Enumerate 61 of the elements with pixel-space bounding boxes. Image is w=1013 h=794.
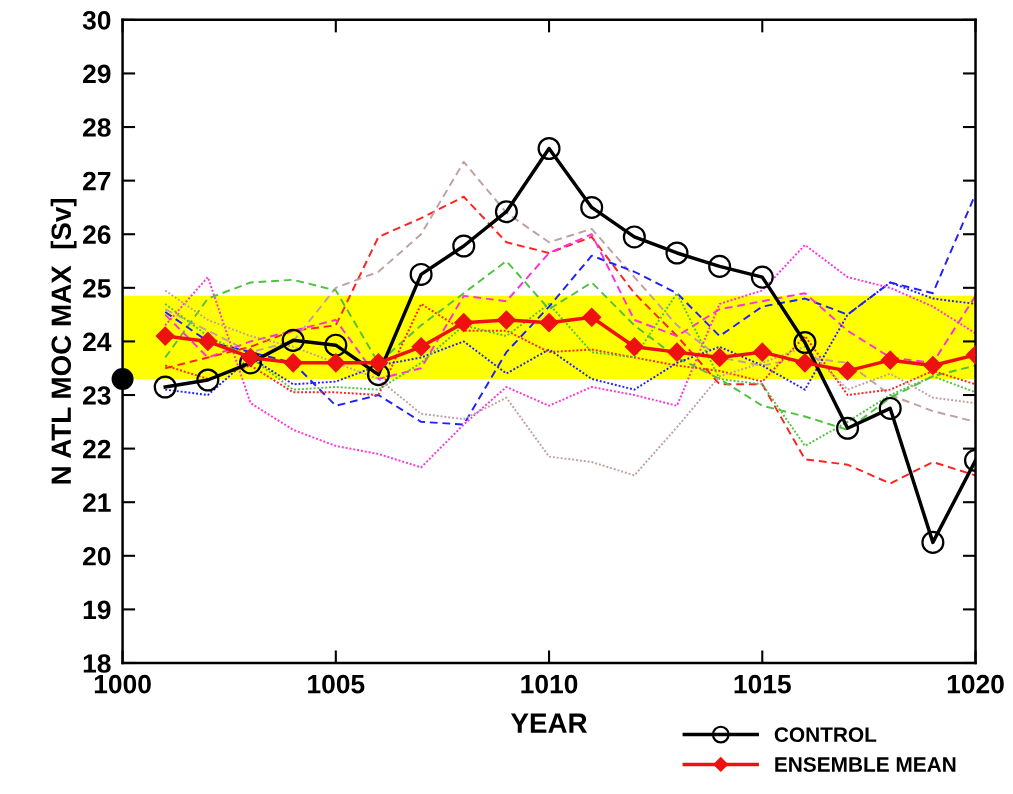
point	[665, 241, 689, 265]
point	[921, 530, 945, 554]
point	[793, 330, 817, 355]
point	[582, 307, 602, 327]
point	[880, 350, 900, 370]
y-tick-label: 26	[83, 225, 111, 245]
y-tick-label: 24	[83, 332, 112, 351]
point	[537, 136, 561, 160]
point	[752, 342, 772, 362]
x-axis-title: YEAR	[510, 713, 588, 733]
legend-label: CONTROL	[774, 727, 877, 743]
x-tick-label: 1020	[947, 674, 1004, 694]
point	[409, 262, 433, 286]
point	[281, 328, 305, 352]
y-tick-label: 18	[83, 654, 111, 673]
point	[238, 351, 263, 375]
point	[838, 361, 858, 381]
y-tick-label: 25	[83, 278, 111, 298]
point	[539, 313, 559, 333]
y-tick-label: 28	[83, 118, 111, 137]
y-tick-label: 19	[83, 600, 111, 620]
legend-label: ENSEMBLE MEAN	[775, 757, 956, 772]
point	[494, 200, 518, 224]
point	[368, 353, 388, 373]
x-tick-label: 1015	[734, 674, 791, 694]
point	[795, 353, 815, 373]
y-tick-label: 27	[83, 171, 111, 191]
point	[283, 353, 303, 373]
y-tick-label: 29	[83, 64, 111, 84]
point	[155, 326, 175, 346]
point	[326, 353, 346, 373]
point	[622, 225, 646, 249]
y-tick-label: 23	[83, 386, 111, 405]
y-tick-label: 20	[83, 546, 111, 566]
point	[667, 342, 687, 362]
point	[710, 347, 730, 368]
point	[366, 363, 390, 387]
x-tick-label: 1010	[521, 674, 578, 694]
point	[240, 347, 261, 368]
point	[878, 396, 902, 420]
point	[624, 337, 644, 357]
point	[111, 367, 134, 390]
point	[153, 375, 177, 399]
point	[708, 254, 732, 278]
point	[196, 368, 220, 392]
x-tick-label: 1005	[308, 674, 365, 694]
x-tick-label: 1000	[94, 674, 151, 694]
point	[324, 333, 348, 357]
point	[750, 265, 774, 289]
point	[836, 416, 860, 440]
point	[198, 331, 218, 351]
y-tick-label: 22	[83, 439, 111, 459]
point	[496, 310, 516, 330]
point	[452, 234, 476, 258]
point	[580, 195, 604, 219]
y-tick-label: 21	[83, 493, 111, 512]
point	[411, 337, 431, 357]
point	[923, 356, 943, 376]
y-tick-label: 30	[82, 10, 111, 30]
point	[454, 313, 474, 333]
y-axis-title: N ATL MOC MAX [Sv]	[50, 198, 77, 484]
